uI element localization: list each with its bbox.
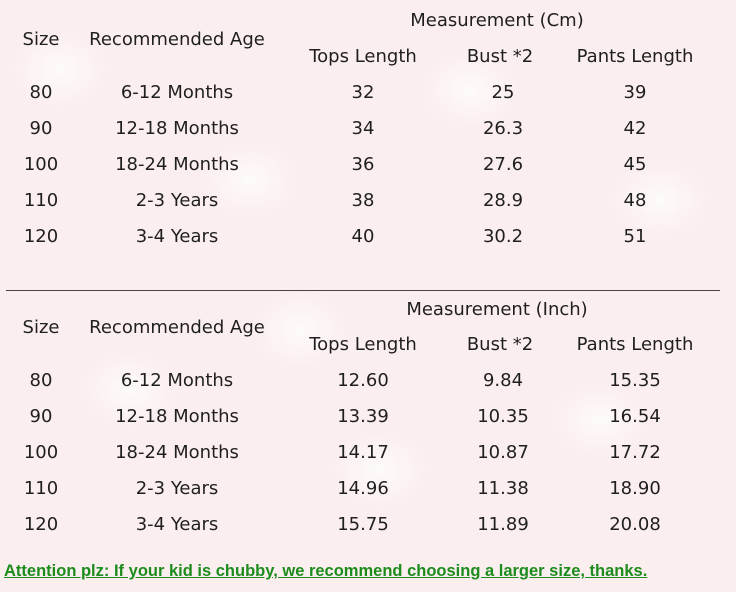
attention-note: Attention plz: If your kid is chubby, we… xyxy=(4,562,648,580)
tops-length-cell: 32 xyxy=(351,82,375,103)
size-cell: 110 xyxy=(23,190,59,211)
section-divider xyxy=(6,290,720,291)
table-row: 90 12-18 Months 34 26.3 42 xyxy=(0,118,736,140)
size-column-header: Size xyxy=(22,317,60,338)
size-cell: 120 xyxy=(23,514,59,535)
table-row: 110 2-3 Years 38 28.9 48 xyxy=(0,190,736,212)
table-row: 100 18-24 Months 36 27.6 45 xyxy=(0,154,736,176)
age-column-header: Recommended Age xyxy=(89,317,265,338)
age-column-header: Recommended Age xyxy=(89,29,265,50)
tops-length-cell: 13.39 xyxy=(337,406,389,427)
age-cell: 3-4 Years xyxy=(135,514,219,535)
age-cell: 12-18 Months xyxy=(115,406,239,427)
age-cell: 2-3 Years xyxy=(135,190,219,211)
table-row: 110 2-3 Years 14.96 11.38 18.90 xyxy=(0,478,736,500)
size-column-header: Size xyxy=(22,29,60,50)
tops-length-cell: 15.75 xyxy=(337,514,389,535)
pants-length-cell: 45 xyxy=(623,154,647,175)
pants-length-cell: 39 xyxy=(623,82,647,103)
bust-cell: 30.2 xyxy=(482,226,524,247)
size-cell: 120 xyxy=(23,226,59,247)
tops-length-cell: 40 xyxy=(351,226,375,247)
age-cell: 12-18 Months xyxy=(115,118,239,139)
pants-length-cell: 51 xyxy=(623,226,647,247)
bust-cell: 9.84 xyxy=(482,370,524,391)
table-row: 80 6-12 Months 32 25 39 xyxy=(0,82,736,104)
pants-length-column-header: Pants Length xyxy=(576,46,694,67)
pants-length-cell: 17.72 xyxy=(609,442,661,463)
age-cell: 18-24 Months xyxy=(115,442,239,463)
size-cell: 90 xyxy=(29,406,53,427)
table-row: 80 6-12 Months 12.60 9.84 15.35 xyxy=(0,370,736,392)
age-cell: 2-3 Years xyxy=(135,478,219,499)
measurement-group-header: Measurement (Inch) xyxy=(406,299,588,320)
bust-column-header: Bust *2 xyxy=(466,334,534,355)
tops-length-cell: 38 xyxy=(351,190,375,211)
pants-length-cell: 48 xyxy=(623,190,647,211)
size-cell: 80 xyxy=(29,82,53,103)
pants-length-cell: 20.08 xyxy=(609,514,661,535)
age-cell: 18-24 Months xyxy=(115,154,239,175)
bust-cell: 25 xyxy=(491,82,515,103)
pants-length-cell: 18.90 xyxy=(609,478,661,499)
pants-length-column-header: Pants Length xyxy=(576,334,694,355)
table-row: 120 3-4 Years 40 30.2 51 xyxy=(0,226,736,248)
bust-cell: 11.89 xyxy=(477,514,529,535)
bust-column-header: Bust *2 xyxy=(466,46,534,67)
bust-cell: 27.6 xyxy=(482,154,524,175)
bust-cell: 26.3 xyxy=(482,118,524,139)
tops-length-cell: 14.96 xyxy=(337,478,389,499)
bust-cell: 28.9 xyxy=(482,190,524,211)
size-cell: 90 xyxy=(29,118,53,139)
tops-length-cell: 14.17 xyxy=(337,442,389,463)
age-cell: 6-12 Months xyxy=(120,82,234,103)
table-row: 120 3-4 Years 15.75 11.89 20.08 xyxy=(0,514,736,536)
size-cell: 80 xyxy=(29,370,53,391)
table-row: 100 18-24 Months 14.17 10.87 17.72 xyxy=(0,442,736,464)
tops-length-column-header: Tops Length xyxy=(309,334,417,355)
age-cell: 3-4 Years xyxy=(135,226,219,247)
pants-length-cell: 42 xyxy=(623,118,647,139)
bust-cell: 10.87 xyxy=(477,442,529,463)
tops-length-column-header: Tops Length xyxy=(309,46,417,67)
size-cell: 100 xyxy=(23,442,59,463)
size-cell: 100 xyxy=(23,154,59,175)
bust-cell: 11.38 xyxy=(477,478,529,499)
tops-length-cell: 12.60 xyxy=(337,370,389,391)
table-row: 90 12-18 Months 13.39 10.35 16.54 xyxy=(0,406,736,428)
measurement-group-header: Measurement (Cm) xyxy=(410,10,584,31)
size-cell: 110 xyxy=(23,478,59,499)
bust-cell: 10.35 xyxy=(477,406,529,427)
pants-length-cell: 15.35 xyxy=(609,370,661,391)
tops-length-cell: 34 xyxy=(351,118,375,139)
pants-length-cell: 16.54 xyxy=(609,406,661,427)
age-cell: 6-12 Months xyxy=(120,370,234,391)
tops-length-cell: 36 xyxy=(351,154,375,175)
